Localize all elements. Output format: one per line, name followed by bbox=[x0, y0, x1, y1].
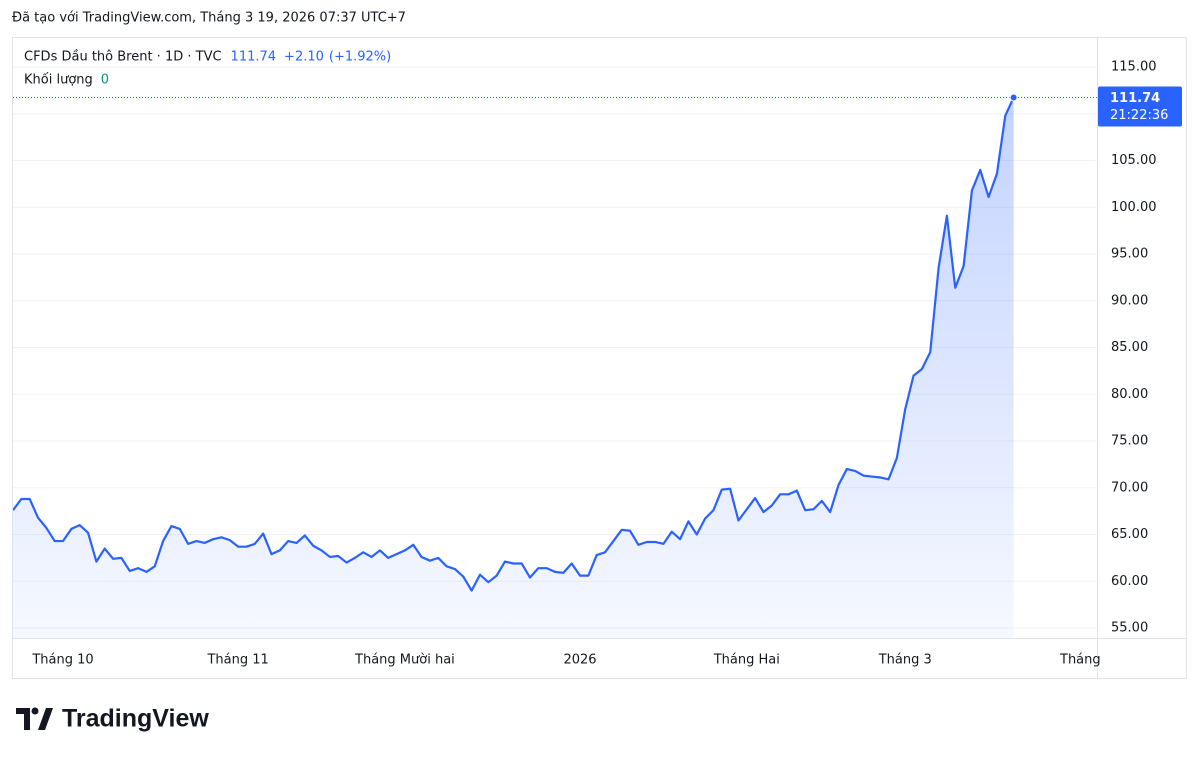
x-tick-label: Tháng 11 bbox=[206, 653, 268, 668]
legend-change: +2.10 bbox=[284, 50, 324, 65]
price-time: 21:22:36 bbox=[1110, 108, 1168, 123]
y-tick-label: 85.00 bbox=[1111, 340, 1148, 355]
legend-last: 111.74 bbox=[231, 50, 277, 65]
x-tick-label: Tháng bbox=[1059, 653, 1101, 668]
x-tick-label: Tháng Mười hai bbox=[354, 653, 455, 668]
y-tick-label: 100.00 bbox=[1111, 200, 1157, 215]
price-label-box bbox=[1098, 86, 1182, 127]
logo-mark bbox=[38, 708, 53, 730]
x-tick-label: Tháng Hai bbox=[713, 653, 780, 668]
x-tick-label: 2026 bbox=[563, 653, 596, 668]
legend-change-pct: (+1.92%) bbox=[329, 50, 391, 65]
legend-volume-label: Khối lượng bbox=[24, 73, 93, 88]
x-tick-label: Tháng 3 bbox=[878, 653, 932, 668]
line bbox=[13, 97, 1015, 592]
y-tick-label: 105.00 bbox=[1111, 153, 1157, 168]
y-tick-label: 60.00 bbox=[1111, 574, 1148, 589]
legend-series: CFDs Dầu thô Brent · 1D · TVC bbox=[24, 50, 222, 65]
logo: TradingView bbox=[16, 705, 209, 733]
legend-volume: 0 bbox=[101, 73, 109, 88]
y-tick-label: 75.00 bbox=[1111, 434, 1148, 449]
last-point bbox=[1009, 93, 1018, 102]
logo-mark bbox=[16, 708, 30, 730]
chart-frame bbox=[12, 37, 1187, 679]
logo-mark bbox=[31, 707, 39, 715]
y-tick-label: 115.00 bbox=[1111, 60, 1157, 75]
y-tick-label: 90.00 bbox=[1111, 293, 1148, 308]
y-tick-label: 80.00 bbox=[1111, 387, 1148, 402]
logo-text: TradingView bbox=[62, 705, 209, 733]
y-tick-label: 55.00 bbox=[1111, 620, 1148, 635]
header: Đã tạo với TradingView.com, Tháng 3 19, … bbox=[12, 11, 406, 26]
y-tick-label: 95.00 bbox=[1111, 247, 1148, 262]
x-tick-label: Tháng 10 bbox=[31, 653, 93, 668]
y-tick-label: 65.00 bbox=[1111, 527, 1148, 542]
y-tick-label: 70.00 bbox=[1111, 480, 1148, 495]
area bbox=[13, 97, 1014, 638]
price-axis-panel bbox=[1097, 38, 1186, 678]
price-label: 111.74 bbox=[1110, 91, 1160, 106]
